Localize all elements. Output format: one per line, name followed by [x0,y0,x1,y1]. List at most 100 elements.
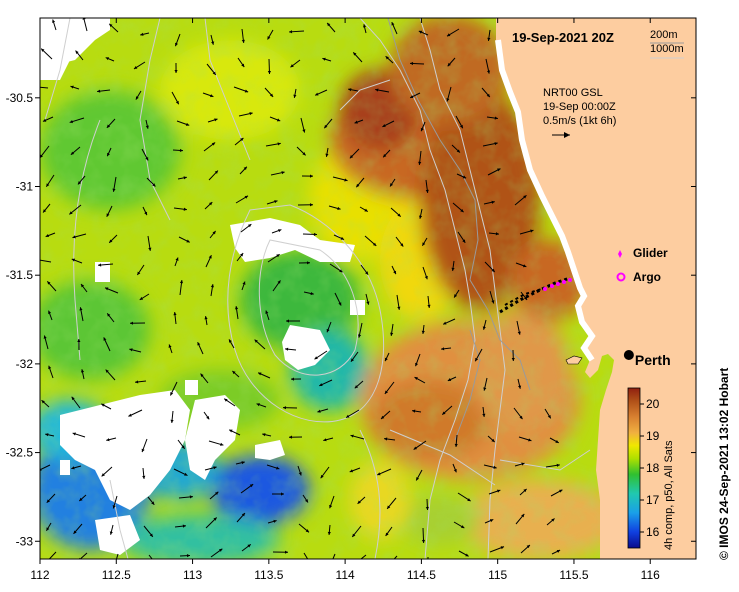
current-vector-head [174,69,178,73]
current-vector-head [338,302,342,306]
current-vector-head [80,369,85,373]
current-vector-head [339,269,343,273]
current-vector-head [276,466,280,470]
current-vector-head [152,183,156,187]
current-vector-head [305,529,309,533]
current-vector-head [109,531,113,535]
current-vector-head [241,513,245,517]
current-vector-head [327,531,331,535]
current-vector-head [46,183,50,187]
current-vector-head [273,519,277,523]
current-vector-head [101,403,105,407]
current-vector-head [425,506,429,510]
current-vector-head [48,365,52,370]
current-vector-head [482,326,486,330]
current-vector-head [410,61,414,66]
current-vector-head [139,296,144,300]
current-vector-head [274,200,278,204]
current-vector-head [79,307,83,311]
current-vector-head [375,88,379,92]
colorbar-tick-label: 19 [646,429,660,443]
x-axis: 112 112.5 113 113.5 114 114.5 115 115.5 116 [30,18,660,582]
current-vector-head [80,284,85,288]
current-vector-head [495,232,499,236]
current-vector-head [135,96,139,100]
current-vector-head [240,137,244,142]
current-vector-head [293,94,297,98]
current-vector-head [391,22,395,26]
current-vector-head [491,268,495,273]
current-vector-head [183,176,187,180]
current-vector-head [209,202,213,206]
current-vector-head [454,443,458,447]
current-vector-head [327,22,331,27]
current-vector [148,554,153,559]
current-vector-head [145,157,149,161]
colorbar [627,387,641,549]
current-vector-head [137,271,141,275]
current-vector-head [390,560,393,563]
current-vector-head [357,334,362,338]
current-vector-head [363,24,367,28]
sst-field [36,18,696,563]
current-vector-head [276,254,280,258]
current-vector-head [424,275,428,280]
current-vector-head [526,544,530,549]
x-tick-label: 114.5 [407,568,436,582]
current-vector-head [382,124,386,127]
current-vector-head [491,300,495,304]
current-vector-head [393,270,397,275]
current-vector-head [45,433,49,437]
y-tick-label: -33 [16,534,34,548]
current-vector-head [210,94,214,98]
current-vector-head [128,413,132,417]
current-vector-head [106,438,110,442]
current-vector-head [518,385,522,389]
x-tick-label: 113 [183,568,202,582]
current-vector-head [284,550,288,554]
current-vector-head [215,491,219,495]
current-vector-head [175,257,179,261]
current-vector-head [353,52,357,56]
current-vector-head [185,122,190,126]
current-vector-head [200,373,204,377]
current-vector-head [267,36,271,40]
current-vector-head [105,57,110,61]
current-vector-head [497,168,501,172]
current-vector-head [384,390,388,394]
current-vector-head [130,321,134,325]
current-vector-head [313,232,317,237]
current-vector-head [97,89,101,93]
current-vector-head [249,112,253,116]
current-vector-head [387,505,391,509]
current-vector-head [556,463,560,467]
current-vector-head [416,477,420,481]
current-vector-head [422,242,426,246]
current-vector-head [234,306,239,310]
current-vector [303,552,309,559]
current-vector-head [456,149,460,153]
current-vector-head [241,63,245,68]
current-vector-head [36,86,39,89]
colorbar-label: 4h comp, p50, All Sats [663,440,675,550]
x-tick-label: 112 [30,568,49,582]
current-vector-head [79,497,83,502]
y-tick-label: -30.5 [6,91,34,105]
current-vector-head [247,544,251,548]
current-vector-head [211,41,215,45]
current-vector-head [427,304,431,308]
current-vector-head [421,330,425,334]
current-vector-head [41,400,45,404]
current-vector-head [142,475,146,479]
colorbar-tick-label: 20 [646,397,660,411]
current-vector-head [352,533,356,537]
current-vector-head [218,548,223,552]
current-vector-head [475,357,479,362]
current-vector-head [141,448,145,453]
current-vector-head [493,465,497,469]
current-vector [332,553,336,559]
current-vector-head [482,413,486,417]
current-vector-head [265,310,269,314]
current-vector-head [106,124,111,128]
current-vector-head [254,339,258,343]
